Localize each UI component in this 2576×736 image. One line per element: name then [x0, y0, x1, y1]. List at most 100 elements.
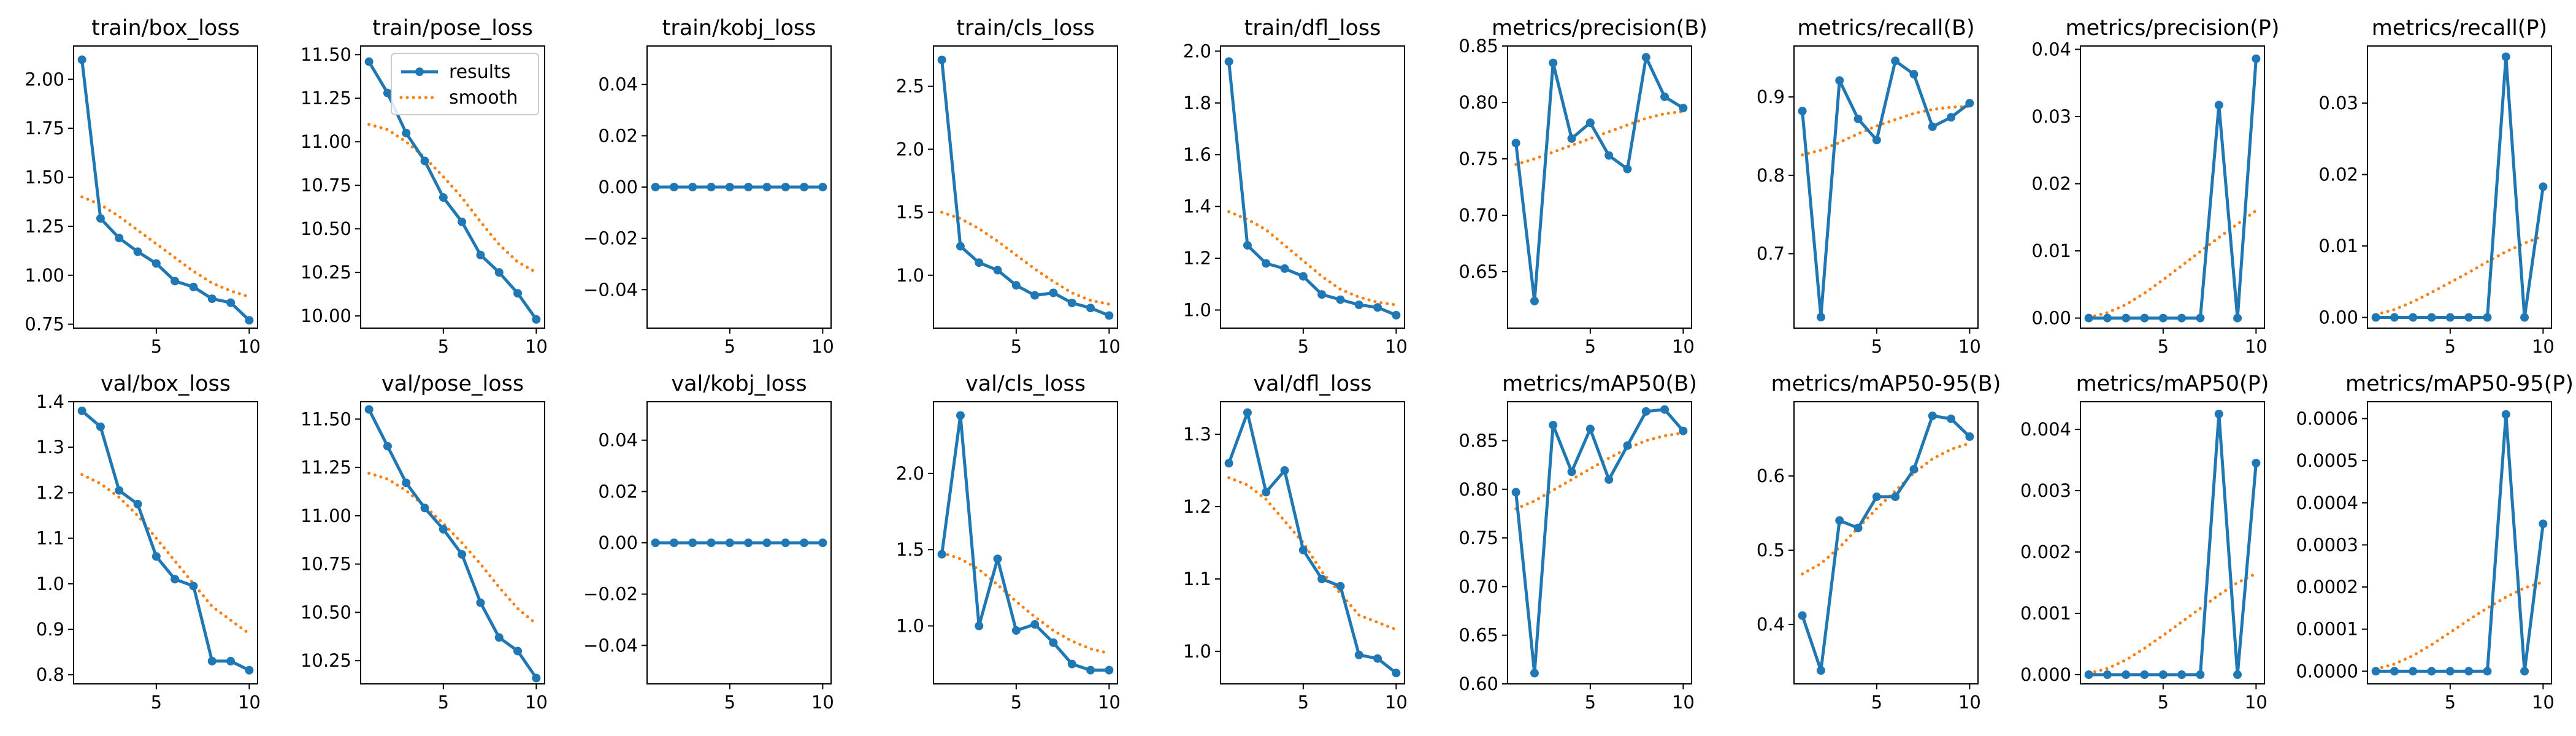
y-tick-label: 1.5 [896, 202, 924, 223]
results-point [688, 183, 697, 191]
x-tick-label: 10 [811, 692, 834, 713]
x-tick-label: 10 [2245, 692, 2267, 713]
y-tick-label: −0.02 [583, 228, 638, 249]
results-series-line [2088, 412, 2258, 677]
results-point [1623, 441, 1632, 450]
results-point [532, 673, 541, 683]
results-point [744, 183, 753, 191]
results-point [402, 128, 411, 137]
y-tick-label: 0.0006 [2296, 408, 2358, 429]
results-point [1530, 296, 1539, 305]
plot-frame [2080, 401, 2265, 684]
smooth-series-line [2374, 580, 2545, 671]
results-point [1224, 57, 1233, 66]
y-tick-label: 1.6 [1183, 144, 1211, 165]
results-point [2140, 313, 2149, 323]
plot-frame [646, 45, 832, 329]
subplot-title: train/kobj_loss [662, 16, 816, 40]
plot-frame [1793, 401, 1979, 684]
y-tick-label: 1.3 [1183, 424, 1211, 445]
x-tick-label: 5 [724, 336, 735, 357]
smooth-series-line [940, 210, 1111, 306]
results-point [937, 550, 946, 559]
results-point [77, 406, 86, 415]
results-point [77, 55, 86, 64]
y-tick-label: 10.75 [301, 175, 351, 196]
x-tick-label: 5 [2158, 336, 2169, 357]
plot-frame [933, 45, 1118, 329]
smooth-series-line [80, 195, 251, 299]
subplot-17: metrics/mAP50-95(P) 0.0000 0.0001 0.0002 0.0… [2296, 372, 2574, 713]
results-point [1679, 426, 1688, 435]
plot-frame [73, 45, 258, 329]
y-tick-label: 1.2 [36, 482, 64, 503]
subplot-4: train/dfl_loss 1.0 1.2 1.4 1.6 1.8 2.0 5 10 [1183, 16, 1408, 357]
results-point [2539, 182, 2548, 191]
y-tick-label: 2.0 [896, 463, 924, 484]
results-point [1909, 465, 1919, 474]
subplot-11: val/kobj_loss −0.04 −0.02 0.00 0.02 0.04 5 10 [583, 372, 834, 713]
results-point [2196, 313, 2205, 323]
x-tick-label: 10 [1098, 336, 1121, 357]
y-tick-label: 1.00 [25, 265, 64, 286]
results-point [993, 266, 1002, 275]
results-point [1816, 666, 1825, 675]
x-tick-label: 10 [1672, 692, 1695, 713]
x-tick-label: 10 [525, 336, 548, 357]
results-point [513, 646, 523, 656]
results-point [1336, 295, 1345, 304]
results-point [402, 478, 411, 488]
results-series-line [940, 413, 1110, 672]
subplot-title: train/dfl_loss [1244, 16, 1381, 40]
y-tick-label: 1.0 [1183, 299, 1211, 320]
plot-frame [1793, 45, 1979, 329]
results-point [1928, 412, 1937, 420]
results-point [1604, 151, 1614, 160]
results-point [2483, 667, 2492, 676]
y-tick-label: 1.25 [25, 216, 64, 237]
results-point [1928, 122, 1937, 131]
results-point [762, 183, 772, 191]
results-point [1067, 298, 1076, 307]
results-point [226, 656, 236, 665]
results-point [513, 289, 523, 298]
results-point [1298, 272, 1308, 281]
results-point [245, 316, 254, 325]
plot-frame [2367, 45, 2552, 329]
y-tick-label: 1.0 [36, 573, 64, 594]
y-tick-label: 0.80 [1459, 92, 1498, 113]
results-point [1105, 665, 1114, 675]
results-point [2371, 667, 2380, 676]
results-point [383, 442, 392, 451]
subplot-title: metrics/precision(B) [1492, 16, 1708, 40]
results-point [1511, 139, 1520, 148]
x-tick-label: 5 [1298, 692, 1309, 713]
results-point [96, 422, 105, 431]
y-tick-label: 11.50 [301, 408, 351, 429]
results-point [2464, 313, 2474, 322]
y-tick-label: 1.8 [1183, 93, 1211, 113]
y-tick-label: 0.5 [1757, 540, 1785, 561]
results-point [364, 57, 374, 66]
legend-smooth-label: smooth [449, 87, 518, 109]
y-tick-label: 1.5 [896, 539, 924, 560]
subplot-5: metrics/precision(B) 0.65 0.70 0.75 0.80 0.85… [1459, 16, 1708, 357]
x-tick-label: 10 [238, 692, 261, 713]
x-tick-label: 5 [438, 692, 449, 713]
results-point [781, 539, 790, 547]
y-tick-label: 1.1 [36, 528, 64, 549]
results-series-line [1227, 411, 1397, 675]
subplot-15: metrics/mAP50-95(B) 0.4 0.5 0.6 5 10 [1757, 372, 2001, 713]
y-tick-label: 1.75 [25, 118, 64, 139]
y-tick-label: 2.0 [896, 139, 924, 159]
y-tick-label: 0.00 [598, 177, 638, 197]
results-series-line [2375, 413, 2545, 673]
x-tick-label: 10 [811, 336, 834, 357]
results-point [1392, 669, 1401, 678]
plot-frame [1220, 45, 1405, 329]
results-point [1798, 107, 1807, 116]
y-tick-label: 0.70 [1459, 205, 1498, 226]
results-point [226, 298, 236, 307]
results-point [707, 539, 716, 547]
y-tick-label: 0.9 [36, 619, 64, 640]
